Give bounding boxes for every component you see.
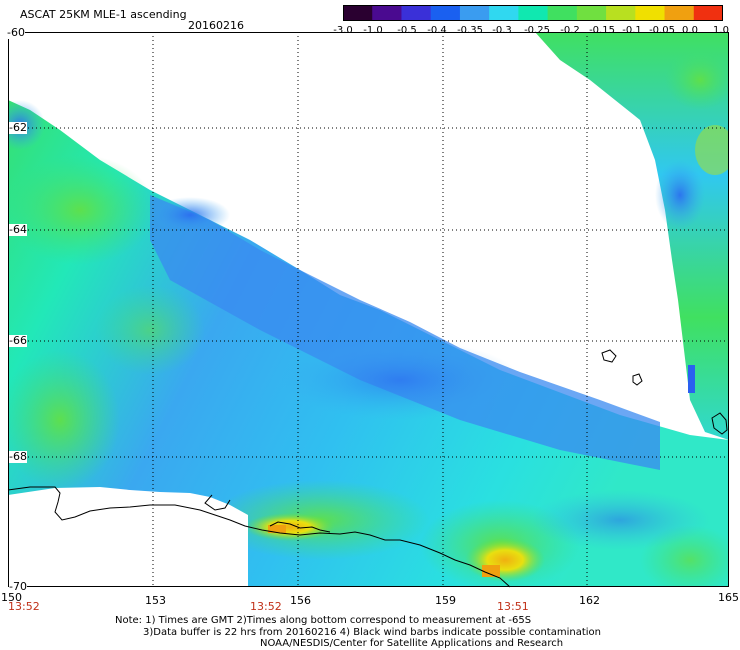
note-line-2: 3)Data buffer is 22 hrs from 20160216 4)… bbox=[143, 627, 601, 638]
lon-label: 156 bbox=[290, 594, 311, 607]
island bbox=[632, 373, 643, 386]
colorbar-cell bbox=[547, 5, 578, 21]
colorbar-tick: -3.0 bbox=[333, 25, 353, 36]
hot-patch bbox=[465, 538, 545, 582]
swath-blue-band bbox=[150, 195, 660, 470]
lon-label: 159 bbox=[435, 594, 456, 607]
green-patch bbox=[8, 155, 155, 265]
colorbar-tick: -0.35 bbox=[457, 25, 483, 36]
colorbar-cell bbox=[489, 5, 519, 21]
colorbar-tick: -0.3 bbox=[492, 25, 512, 36]
blue-patch bbox=[150, 197, 230, 233]
colorbar-cell bbox=[401, 5, 432, 21]
colorbar-tick: -0.4 bbox=[427, 25, 447, 36]
time-label: 13:52 bbox=[8, 600, 40, 613]
colorbar-tick: -0.15 bbox=[589, 25, 615, 36]
colorbar-tick: -0.05 bbox=[649, 25, 675, 36]
coastline bbox=[269, 521, 331, 533]
colorbar-tick: 0.0 bbox=[682, 25, 698, 36]
colorbar-cell bbox=[606, 5, 636, 21]
colorbar-cell bbox=[459, 5, 490, 21]
island bbox=[711, 412, 728, 435]
hot-cell bbox=[268, 525, 286, 533]
lat-label: -62 bbox=[9, 121, 27, 134]
colorbar-cell bbox=[635, 5, 666, 21]
note-line-1: Note: 1) Times are GMT 2)Times along bot… bbox=[115, 615, 532, 626]
blue-cell bbox=[688, 365, 695, 393]
colorbar-tick: -1.0 bbox=[363, 25, 383, 36]
island bbox=[601, 349, 617, 363]
colorbar-cell bbox=[430, 5, 461, 21]
time-label: 13:52 bbox=[250, 600, 282, 613]
plot-frame bbox=[8, 32, 729, 587]
colorbar-cell bbox=[664, 5, 695, 21]
colorbar-tick: -0.1 bbox=[622, 25, 642, 36]
blue-patch bbox=[280, 340, 520, 420]
lat-label: -66 bbox=[9, 334, 27, 347]
green-patch bbox=[665, 50, 729, 110]
colorbar-tick: -0.5 bbox=[397, 25, 417, 36]
colorbar-cell bbox=[576, 5, 607, 21]
land-blank bbox=[8, 487, 248, 587]
colorbar-cell bbox=[693, 5, 723, 21]
time-label: 13:51 bbox=[497, 600, 529, 613]
coastline bbox=[7, 486, 511, 588]
lon-label: 165 bbox=[718, 591, 739, 604]
lat-label: -68 bbox=[9, 450, 27, 463]
lon-label: 150 bbox=[1, 591, 22, 604]
blue-patch bbox=[655, 160, 705, 230]
green-patch bbox=[8, 350, 120, 490]
blue-patch bbox=[530, 490, 710, 550]
grid bbox=[8, 32, 729, 587]
colorbar-tick-labels: -3.0 -1.0 -0.5 -0.4 -0.35 -0.3 -0.25 -0.… bbox=[330, 25, 740, 39]
lon-label: 162 bbox=[579, 594, 600, 607]
colorbar-tick: -0.25 bbox=[524, 25, 550, 36]
colorbar-tick: -0.2 bbox=[560, 25, 580, 36]
swath-right bbox=[535, 32, 729, 440]
map-date: 20160216 bbox=[188, 19, 244, 32]
hot-patch bbox=[245, 513, 335, 541]
colorbar-cell bbox=[518, 5, 549, 21]
colorbar-cell bbox=[343, 5, 373, 21]
hot-cell bbox=[482, 565, 500, 577]
coastline bbox=[204, 494, 231, 511]
lat-label: -64 bbox=[9, 223, 27, 236]
lat-label: -60 bbox=[7, 26, 25, 39]
yellow-green-patch bbox=[695, 125, 729, 175]
map-title: ASCAT 25KM MLE-1 ascending bbox=[20, 8, 187, 21]
colorbar-tick: 1.0 bbox=[713, 25, 729, 36]
green-patch bbox=[95, 285, 205, 375]
lat-label: -70 bbox=[9, 580, 27, 593]
note-line-3: NOAA/NESDIS/Center for Satellite Applica… bbox=[260, 638, 564, 649]
colorbar-cell bbox=[372, 5, 402, 21]
lon-label: 153 bbox=[145, 594, 166, 607]
colorbar bbox=[343, 5, 723, 21]
